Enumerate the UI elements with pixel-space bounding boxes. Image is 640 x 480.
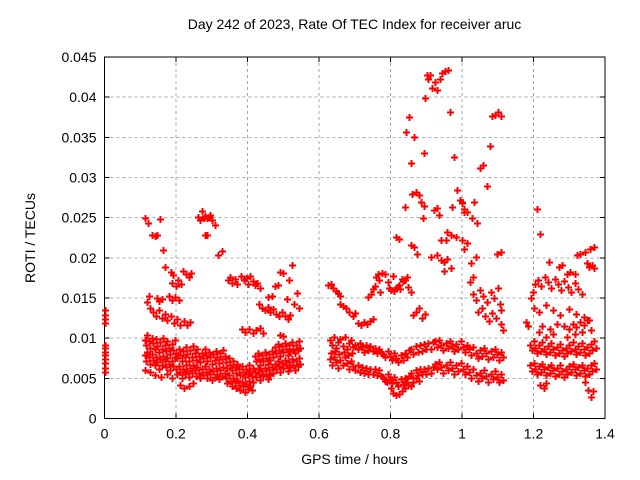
y-tick-label: 0	[89, 411, 97, 427]
x-tick-label: 1.4	[595, 426, 615, 442]
chart-title: Day 242 of 2023, Rate Of TEC Index for r…	[187, 16, 522, 32]
y-tick-label: 0.04	[69, 89, 96, 105]
y-tick-label: 0.01	[69, 330, 96, 346]
x-tick-label: 0.2	[166, 426, 186, 442]
y-axis-label: ROTI / TECUs	[22, 193, 38, 283]
x-tick-label: 0.8	[381, 426, 401, 442]
y-tick-label: 0.03	[69, 170, 96, 186]
x-tick-label: 0	[101, 426, 109, 442]
y-tick-label: 0.02	[69, 250, 96, 266]
y-tick-label: 0.025	[61, 210, 96, 226]
plot-border	[104, 56, 606, 419]
y-tick-label: 0.035	[61, 129, 96, 145]
y-tick-label: 0.005	[61, 370, 96, 386]
x-axis-label: GPS time / hours	[301, 451, 408, 467]
data-points	[102, 67, 600, 401]
x-tick-label: 0.4	[238, 426, 258, 442]
y-tick-label: 0.045	[61, 49, 96, 65]
y-tick-label: 0.015	[61, 290, 96, 306]
x-tick-label: 1.2	[524, 426, 544, 442]
x-tick-label: 0.6	[309, 426, 329, 442]
x-tick-label: 1	[458, 426, 466, 442]
